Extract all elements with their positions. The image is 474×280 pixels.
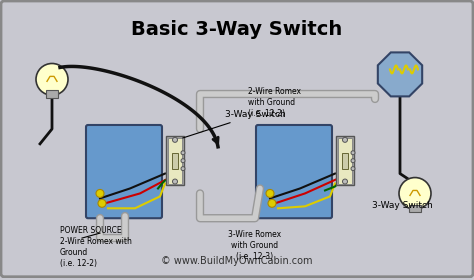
Polygon shape — [378, 52, 422, 96]
Text: 3-Way Switch: 3-Way Switch — [182, 110, 286, 138]
Text: Basic 3-Way Switch: Basic 3-Way Switch — [131, 20, 343, 39]
Text: POWER SOURCE
2-Wire Romex with
Ground
(i.e. 12-2): POWER SOURCE 2-Wire Romex with Ground (i… — [60, 226, 132, 269]
Circle shape — [399, 178, 431, 209]
Bar — [336, 136, 354, 185]
Circle shape — [351, 159, 355, 163]
FancyBboxPatch shape — [86, 125, 162, 218]
Circle shape — [36, 64, 68, 95]
Text: 3-Wire Romex
with Ground
(i.e. 12-3): 3-Wire Romex with Ground (i.e. 12-3) — [228, 230, 282, 261]
Text: 2-Wire Romex
with Ground
(i.e. 12-2): 2-Wire Romex with Ground (i.e. 12-2) — [248, 87, 301, 118]
Bar — [168, 138, 182, 183]
Circle shape — [98, 199, 106, 207]
Circle shape — [351, 167, 355, 171]
Circle shape — [268, 199, 276, 207]
Bar — [342, 153, 348, 169]
Circle shape — [343, 179, 347, 184]
Bar — [46, 90, 58, 98]
Circle shape — [351, 151, 355, 155]
Circle shape — [173, 137, 177, 142]
Bar — [166, 136, 184, 185]
Text: 3-Way Switch: 3-Way Switch — [372, 201, 433, 210]
Circle shape — [181, 159, 185, 163]
Text: © www.BuildMyOwnCabin.com: © www.BuildMyOwnCabin.com — [161, 256, 313, 266]
FancyBboxPatch shape — [256, 125, 332, 218]
Circle shape — [343, 137, 347, 142]
Circle shape — [266, 190, 274, 197]
Bar — [410, 204, 420, 212]
Circle shape — [181, 151, 185, 155]
Circle shape — [173, 179, 177, 184]
Bar — [338, 138, 352, 183]
Bar — [172, 153, 178, 169]
Circle shape — [96, 190, 104, 197]
Circle shape — [181, 167, 185, 171]
